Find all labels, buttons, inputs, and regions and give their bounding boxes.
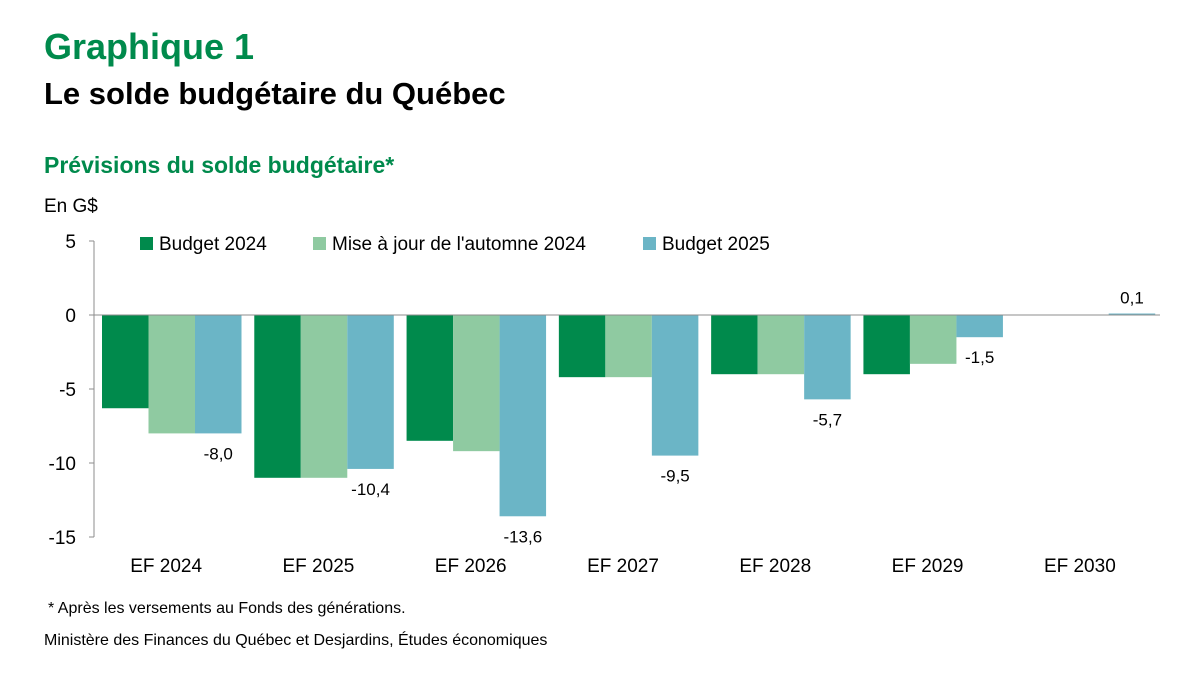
y-tick-label: -5 [59,380,76,401]
x-tick-label: EF 2026 [435,556,507,577]
bar [148,315,195,434]
x-tick-label: EF 2029 [892,556,964,577]
legend-swatch [140,237,153,250]
x-tick-label: EF 2025 [283,556,355,577]
data-label: 0,1 [1120,289,1144,308]
bar [757,315,805,375]
x-tick-label: EF 2027 [587,556,659,577]
data-label: -9,5 [660,467,689,486]
legend-swatch [643,237,656,250]
legend-label: Mise à jour de l'automne 2024 [332,234,586,255]
bar [102,315,149,409]
legend-label: Budget 2025 [662,234,770,255]
data-label: -10,4 [351,480,390,499]
x-tick-label: EF 2024 [130,556,202,577]
bar [300,315,348,478]
y-tick-label: 5 [65,232,76,253]
bar [195,315,242,434]
source-note: Ministère des Finances du Québec et Desj… [44,632,548,649]
bar [956,315,1003,338]
bar [499,315,547,517]
data-label: -1,5 [965,348,994,367]
chart-title: Prévisions du solde budgétaire* [44,152,395,178]
bar [804,315,851,400]
bar [605,315,652,378]
bar [558,315,606,378]
bar [453,315,500,452]
bar [711,315,758,375]
data-label: -13,6 [503,527,542,546]
bar [347,315,394,469]
y-axis-unit-label: En G$ [44,196,98,217]
bar [254,315,301,478]
x-tick-label: EF 2030 [1044,556,1116,577]
y-tick-label: 0 [65,306,76,327]
bar [651,315,699,456]
bar [1108,313,1156,315]
legend-swatch [313,237,326,250]
data-label: -5,7 [813,410,842,429]
y-tick-label: -15 [49,528,76,549]
legend-label: Budget 2024 [159,234,267,255]
x-tick-label: EF 2028 [739,556,811,577]
page-title: Graphique 1 [44,26,255,67]
footnote: * Après les versements au Fonds des géné… [48,600,406,617]
bar [909,315,957,364]
page-subtitle: Le solde budgétaire du Québec [44,76,506,111]
y-tick-label: -10 [49,454,76,475]
data-label: -8,0 [204,444,233,463]
bar [406,315,454,441]
bar [863,315,910,375]
